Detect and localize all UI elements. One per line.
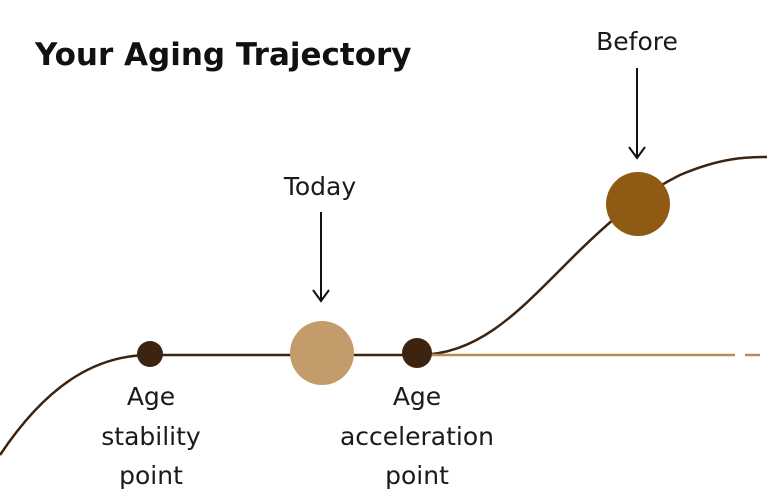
today-arrowhead [312,289,330,303]
before-arrowhead [628,146,646,160]
before-point [606,172,670,236]
stability-point [137,341,163,367]
title: Your Aging Trajectory [34,37,412,73]
point-label: Age [127,382,175,411]
today-label: Today [283,172,357,201]
point-label: acceleration [340,422,494,451]
acceleration-point [402,338,432,368]
trajectory-curve [0,155,767,456]
point-label: stability [101,422,201,451]
before-label: Before [596,27,678,56]
point-label: point [119,461,183,490]
point-label: point [385,461,449,490]
point-label: Age [393,382,441,411]
today-point [290,321,354,385]
